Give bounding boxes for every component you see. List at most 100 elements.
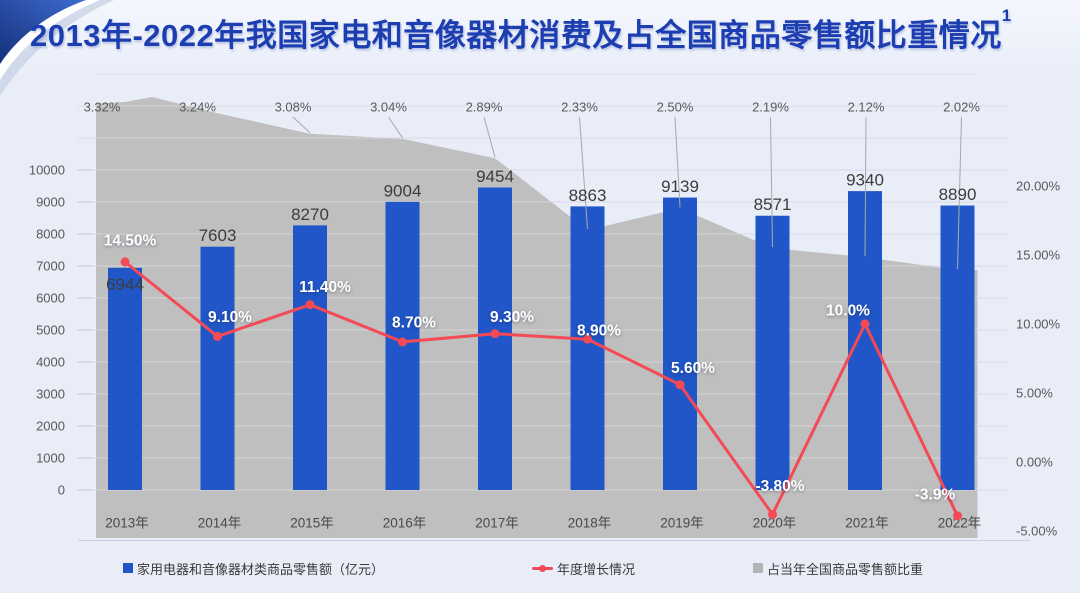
- left-axis-tick-label: 4000: [36, 355, 65, 370]
- category-label: 2015年: [290, 516, 334, 531]
- bar-2020年: [755, 215, 790, 490]
- bar-2015年: [293, 225, 327, 491]
- share-leader-line: [388, 116, 403, 139]
- bar-value-label: 8571: [754, 195, 792, 214]
- share-leader-lines: [292, 116, 962, 269]
- share-value-label: 3.08%: [275, 100, 312, 115]
- category-label: 2016年: [383, 516, 427, 531]
- share-value-label: 2.19%: [752, 100, 789, 115]
- share-leader-line: [483, 116, 496, 158]
- legend-item-retail-sales: 家用电器和音像器材类商品零售额（亿元）: [123, 560, 385, 577]
- swoosh-navy-band: [0, 0, 86, 64]
- legend-item-growth: 年度增长情况: [532, 560, 636, 577]
- right-axis-tick-label: -5.00%: [1016, 524, 1058, 539]
- growth-point: [583, 334, 592, 344]
- bar-value-labels: 6944 7603 8270 9004 9454 8863 9139 8571 9340 8890: [106, 167, 976, 294]
- bar-2019年: [663, 197, 697, 490]
- growth-line-series: [124, 260, 959, 517]
- legend-swatch-line-dot: [539, 564, 546, 572]
- left-axis-tick-label: 9000: [36, 195, 65, 210]
- growth-point: [953, 511, 962, 521]
- legend-swatch-bar: [123, 563, 133, 573]
- legend-swatch-line: [532, 564, 553, 572]
- left-axis-tick-label: 6000: [36, 291, 65, 306]
- right-axis-tick-label: 10.00%: [1016, 317, 1061, 332]
- growth-value-label: 14.50%: [104, 232, 157, 249]
- growth-value-label: 5.60%: [671, 360, 715, 377]
- bar-value-label: 9340: [846, 171, 884, 190]
- legend-item-share: 占当年全国商品零售额比重: [753, 560, 923, 577]
- share-leader-line: [579, 116, 588, 230]
- left-axis-tick-label: 2000: [36, 419, 65, 434]
- bar-value-label: 6944: [106, 275, 144, 294]
- share-value-label: 3.32%: [84, 100, 121, 115]
- left-axis-tick-label: 3000: [36, 387, 65, 402]
- left-axis-tick-label: 1000: [36, 451, 65, 466]
- bar-value-label: 7603: [199, 226, 237, 245]
- right-axis: 20.00% 15.00% 10.00% 5.00% 0.00% -5.00%: [1016, 179, 1061, 539]
- growth-point: [305, 300, 315, 310]
- bar-2014年: [200, 246, 235, 490]
- growth-value-labels: 14.50% 9.10% 11.40% 8.70% 9.30% 8.90% 5.60% -3.…: [104, 232, 956, 503]
- left-axis-tick-label: 7000: [36, 259, 65, 274]
- bar-value-label: 9454: [476, 167, 514, 186]
- category-label: 2018年: [568, 516, 612, 531]
- left-axis-tick-label: 0: [58, 483, 65, 498]
- growth-value-label: -3.9%: [915, 486, 956, 503]
- growth-value-label: 10.0%: [826, 303, 870, 320]
- legend-label-retail-sales: 家用电器和音像器材类商品零售额（亿元）: [137, 561, 385, 577]
- share-value-label: 3.04%: [370, 100, 407, 115]
- title-banner: 2013年-2022年我国家电和音像器材消费及占全国商品零售额比重情况1: [0, 0, 1080, 96]
- right-axis-tick-label: 0.00%: [1016, 455, 1053, 470]
- category-label: 2014年: [198, 516, 242, 531]
- growth-point: [120, 257, 130, 267]
- right-axis-tick-label: 5.00%: [1016, 386, 1053, 401]
- bar-2022年: [940, 205, 975, 490]
- left-axis: 0 1000 2000 3000 4000 5000 6000 7000 8000 9000 100…: [29, 163, 93, 498]
- growth-point: [398, 337, 407, 347]
- right-axis-tick-label: 15.00%: [1016, 248, 1061, 263]
- bar-value-label: 9139: [661, 177, 699, 196]
- left-axis-tick-label: 10000: [29, 163, 65, 178]
- share-value-label: 2.33%: [561, 100, 598, 115]
- share-leader-line: [957, 116, 962, 269]
- category-label: 2021年: [845, 516, 889, 531]
- page-title-superscript: 1: [1001, 6, 1012, 25]
- bar-value-label: 8270: [291, 205, 329, 224]
- share-leader-line: [674, 116, 681, 208]
- bar-value-label: 8863: [569, 186, 607, 205]
- share-leader-line: [770, 116, 773, 248]
- legend-swatch-area: [753, 563, 763, 573]
- left-axis-tick-label: 8000: [36, 227, 65, 242]
- category-label: 2020年: [753, 516, 797, 531]
- growth-line-markers: [120, 257, 962, 521]
- share-value-label: 2.02%: [943, 100, 980, 115]
- growth-value-label: 9.10%: [208, 309, 252, 326]
- share-leader-line: [292, 116, 311, 134]
- share-value-label: 2.89%: [466, 100, 503, 115]
- share-value-label: 2.12%: [848, 100, 885, 115]
- category-label: 2017年: [475, 516, 519, 531]
- page-title: 2013年-2022年我国家电和音像器材消费及占全国商品零售额比重情况1: [30, 6, 1060, 55]
- category-axis: 2013年 2014年 2015年 2016年 2017年 2018年 2019年 2020年…: [105, 516, 981, 531]
- category-label: 2019年: [660, 516, 704, 531]
- bar-value-label: 8890: [939, 185, 977, 204]
- category-label: 2022年: [938, 516, 982, 531]
- bar-series: [108, 187, 975, 491]
- growth-point: [213, 331, 222, 341]
- bar-2017年: [478, 187, 512, 491]
- growth-value-label: -3.80%: [755, 478, 804, 495]
- share-value-labels: 3.32% 3.24% 3.08% 3.04% 2.89% 2.33% 2.50% 2.19%…: [84, 100, 981, 115]
- share-value-label: 3.24%: [179, 100, 216, 115]
- growth-point: [675, 380, 685, 390]
- growth-point: [490, 329, 500, 339]
- bar-2013年: [108, 267, 142, 490]
- legend-label-growth: 年度增长情况: [557, 561, 636, 577]
- bar-2018年: [570, 206, 605, 490]
- corner-swoosh-decoration: [0, 0, 114, 96]
- growth-value-label: 8.70%: [392, 314, 436, 331]
- growth-value-label: 9.30%: [490, 309, 534, 326]
- share-value-label: 2.50%: [657, 100, 694, 115]
